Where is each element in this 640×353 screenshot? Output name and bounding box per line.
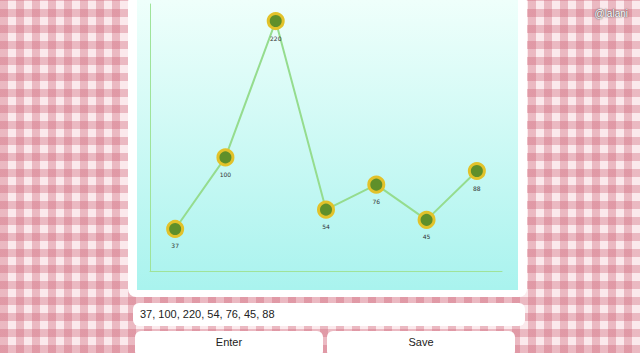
- html-text:Enter: Enter: [215, 336, 243, 348]
- svg-text:54: 54: [322, 223, 330, 230]
- svg-text:45: 45: [423, 233, 431, 240]
- svg-text:100: 100: [220, 171, 232, 178]
- html-text:37, 100, 220, 54, 76, 45, 88: 37, 100, 220, 54, 76, 45, 88: [140, 308, 275, 320]
- svg-text:37: 37: [171, 242, 179, 249]
- html-text:@lalani: @lalani: [594, 8, 628, 19]
- svg-text:76: 76: [372, 198, 380, 205]
- svg-text:220: 220: [270, 35, 282, 42]
- html-text:Save: Save: [408, 336, 434, 348]
- svg-text:88: 88: [473, 185, 481, 192]
